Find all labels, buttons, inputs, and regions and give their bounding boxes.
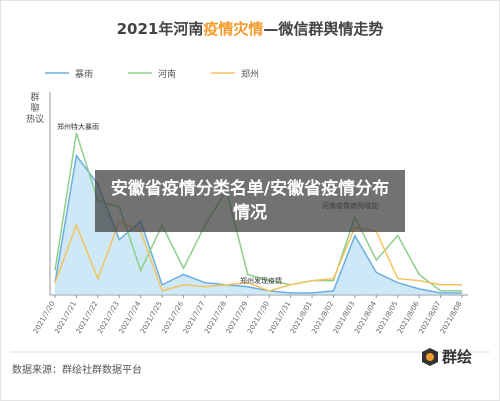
legend-label: 郑州: [241, 68, 259, 80]
legend-label: 暴雨: [75, 69, 93, 80]
series-line: [54, 153, 462, 294]
logo-dot: [426, 353, 434, 361]
annotation: 郑州特大暴雨: [57, 122, 99, 131]
chart-title: 2021年河南疫情灾情—微信群舆情走势: [117, 20, 384, 38]
series-area: [55, 155, 462, 295]
source: 数据来源：群绘社群数据平台: [12, 363, 142, 376]
logo: 群绘: [422, 348, 472, 366]
annotation: 郑州发现疫情: [240, 276, 282, 285]
y-axis-label: 群聊热议: [26, 91, 44, 125]
title-part: 2021年河南: [117, 20, 204, 38]
y-label-part: 群: [30, 91, 39, 103]
y-label-part: 热议: [26, 113, 44, 125]
y-label-part: 聊: [30, 102, 39, 114]
title-part: —微信群舆情走势: [263, 20, 383, 38]
title-part: 疫情灾情: [203, 20, 263, 38]
legend-label: 河南: [158, 68, 176, 80]
overlay-title: 安徽省疫情分类名单/安徽省疫情分布情况: [95, 170, 405, 232]
brand: 群绘: [442, 348, 472, 366]
